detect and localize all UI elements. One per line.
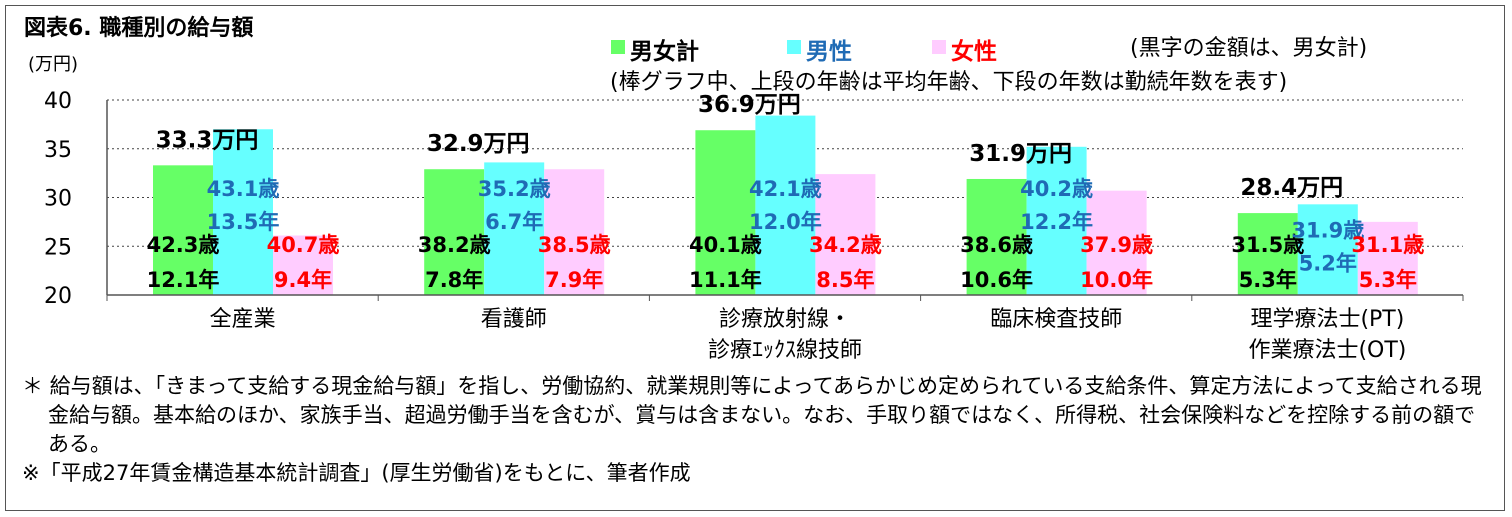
category-label: 看護師 — [481, 307, 547, 332]
category-label: 理学療法士(PT) — [1250, 307, 1404, 332]
bar-male — [213, 129, 273, 295]
total-amount-label: 28.4万円 — [1240, 175, 1343, 201]
bar-tenure-label: 10.6年 — [960, 268, 1033, 292]
y-tick-label: 25 — [44, 235, 72, 260]
category-label: 臨床検査技師 — [990, 307, 1122, 332]
bar-male — [755, 115, 816, 295]
y-tick-label: 30 — [44, 187, 72, 212]
note-bar-labels: (棒グラフ中、上段の年齢は平均年齢、下段の年数は勤続年数を表す) — [610, 70, 1288, 95]
y-tick-label: 35 — [44, 138, 72, 163]
legend-swatch-male — [787, 40, 801, 54]
bar-age-label: 31.1歳 — [1351, 233, 1424, 257]
bar-male — [1026, 146, 1087, 295]
total-amount-label: 33.3万円 — [156, 127, 259, 153]
bar-tenure-label: 5.2年 — [1299, 251, 1357, 275]
bar-tenure-label: 5.3年 — [1359, 268, 1417, 292]
category-label: 全産業 — [210, 307, 276, 332]
bar-age-label: 38.6歳 — [960, 233, 1033, 257]
bar-age-label: 37.9歳 — [1080, 233, 1153, 257]
bar-age-label: 34.2歳 — [809, 233, 882, 257]
bar-age-label: 38.5歳 — [538, 233, 611, 257]
bar-tenure-label: 5.3年 — [1239, 268, 1297, 292]
bar-tenure-label: 7.9年 — [545, 268, 603, 292]
bar-female — [273, 235, 333, 295]
bar-age-label: 40.2歳 — [1020, 177, 1093, 201]
bar-total — [966, 178, 1027, 295]
legend-label-male: 男性 — [806, 39, 852, 65]
category-label: 作業療法士(OT) — [1248, 338, 1406, 363]
bar-tenure-label: 9.4年 — [274, 268, 332, 292]
category-label: 診療ｴｯｸｽ線技師 — [708, 338, 862, 363]
bar-tenure-label: 10.0年 — [1080, 268, 1153, 292]
bar-tenure-label: 7.8年 — [425, 268, 483, 292]
bar-age-label: 42.1歳 — [749, 177, 822, 201]
y-tick-label: 20 — [44, 284, 72, 309]
bar-age-label: 40.1歳 — [689, 233, 762, 257]
total-amount-label: 32.9万円 — [427, 131, 530, 157]
bar-age-label: 42.3歳 — [147, 233, 220, 257]
bar-tenure-label: 13.5年 — [207, 210, 280, 234]
bar-total — [153, 165, 213, 295]
footnote-definition: ＊ 給与額は、「きまって支給する現金給与額」を指し、労働協約、就業規則等によって… — [22, 374, 1482, 456]
bar-age-label: 31.5歳 — [1231, 233, 1304, 257]
y-axis-unit: (万円) — [28, 54, 79, 75]
footnote-source: ※「平成27年賃金構造基本統計調査」(厚生労働省)をもとに、筆者作成 — [22, 461, 691, 485]
bar-tenure-label: 11.1年 — [689, 268, 762, 292]
legend-swatch-female — [932, 40, 946, 54]
bar-chart: 40 35 30 25 20 全産業 看護師 診療放射線・診療ｴｯｸｽ線技師 臨床検査技師 理学療… — [44, 89, 1464, 363]
bar-age-label: 40.7歳 — [267, 233, 340, 257]
bar-age-label: 35.2歳 — [478, 177, 551, 201]
bar-male — [484, 162, 545, 295]
bar-age-label: 38.2歳 — [418, 233, 491, 257]
note-black-text: (黒字の金額は、男女計) — [1130, 36, 1368, 61]
legend-label-female: 女性 — [951, 39, 997, 65]
bar-age-label: 31.9歳 — [1291, 218, 1364, 242]
bar-age-label: 43.1歳 — [207, 177, 280, 201]
bar-tenure-label: 6.7年 — [485, 210, 543, 234]
bar-total — [695, 130, 756, 295]
bar-tenure-label: 8.5年 — [816, 268, 874, 292]
total-amount-label: 36.9万円 — [698, 92, 801, 118]
bar-tenure-label: 12.1年 — [147, 268, 220, 292]
bar-tenure-label: 12.2年 — [1020, 210, 1093, 234]
footnotes: ＊ 給与額は、「きまって支給する現金給与額」を指し、労働協約、就業規則等によって… — [22, 372, 1492, 488]
total-amount-label: 31.9万円 — [969, 141, 1072, 167]
bar-female — [815, 174, 876, 295]
bar-female — [1357, 221, 1418, 295]
bar-female — [1086, 190, 1147, 295]
y-tick-label: 40 — [44, 89, 72, 114]
figure-title: 図表6. 職種別の給与額 — [24, 16, 254, 41]
category-label: 診療放射線・ — [719, 307, 851, 332]
legend-swatch-total — [611, 40, 625, 54]
bar-tenure-label: 12.0年 — [749, 210, 822, 234]
bar-male — [1297, 204, 1358, 295]
bar-female — [544, 169, 605, 295]
legend-label-total: 男女計 — [630, 39, 699, 65]
bar-total — [1237, 213, 1298, 295]
bar-total — [424, 169, 485, 295]
